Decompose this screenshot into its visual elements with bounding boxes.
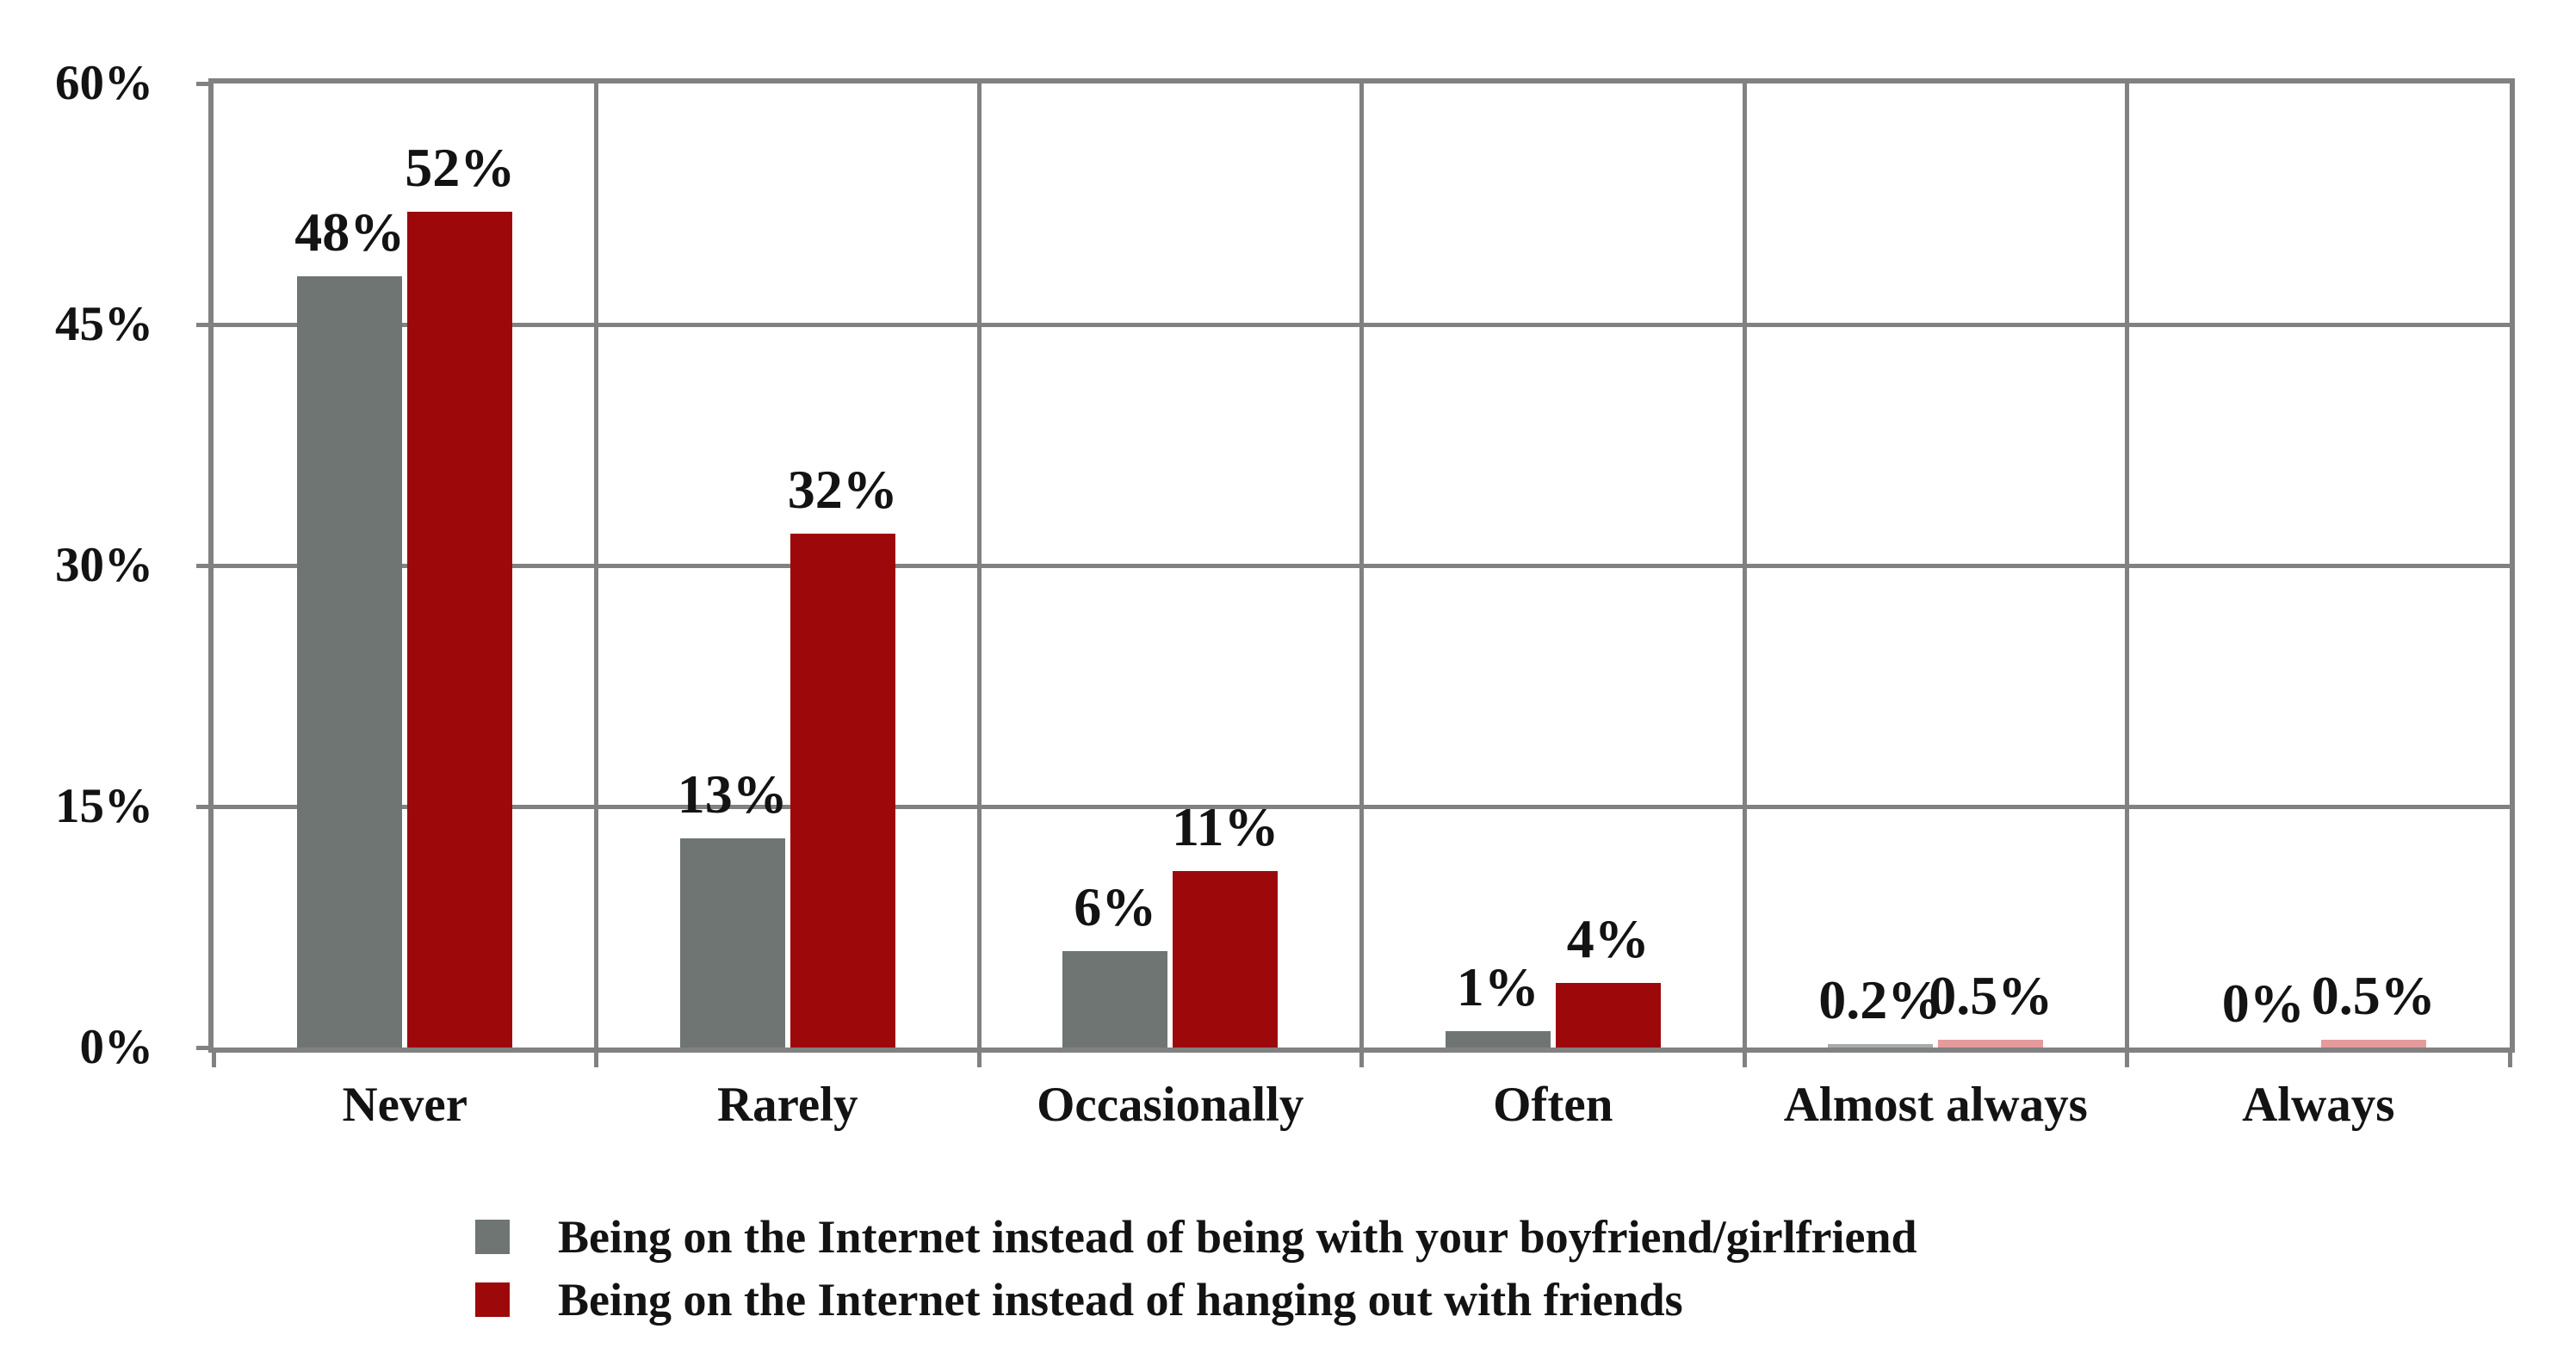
- bar-series-0-often: [1445, 1031, 1551, 1048]
- value-label: 1%: [1456, 956, 1539, 1018]
- y-tick-label: 60%: [55, 56, 153, 110]
- value-label: 0%: [2221, 973, 2305, 1034]
- value-label: 48%: [294, 201, 406, 263]
- y-tick-label: 45%: [55, 297, 153, 351]
- value-label: 0.5%: [2311, 964, 2436, 1026]
- y-axis-tick: [196, 1045, 208, 1050]
- x-axis-tick: [594, 1053, 598, 1067]
- x-axis-tick: [1742, 1053, 1747, 1067]
- y-axis-tick: [196, 81, 208, 86]
- x-axis-tick: [976, 1053, 981, 1067]
- x-axis-tick: [2125, 1053, 2129, 1067]
- y-tick-label: 30%: [55, 538, 153, 592]
- value-label: 0.2%: [1818, 969, 1943, 1030]
- x-category-label: Almost always: [1783, 1078, 2088, 1132]
- bar-series-1-almost-always: [1938, 1039, 2044, 1048]
- y-axis-tick: [196, 322, 208, 327]
- legend-label: Being on the Internet instead of being w…: [558, 1211, 1917, 1263]
- gridline-vertical: [594, 83, 598, 1048]
- x-category-label: Occasionally: [1037, 1078, 1304, 1132]
- bar-series-1-often: [1555, 983, 1661, 1048]
- x-category-label: Always: [2242, 1078, 2395, 1132]
- legend-label: Being on the Internet instead of hanging…: [558, 1274, 1683, 1326]
- x-axis-tick: [2507, 1053, 2512, 1067]
- bar-series-0-never: [297, 276, 403, 1048]
- x-axis-tick: [1359, 1053, 1364, 1067]
- value-label: 32%: [787, 458, 898, 520]
- gridline-vertical: [1359, 83, 1364, 1048]
- legend-swatch-red: [475, 1282, 510, 1317]
- y-tick-label: 15%: [55, 779, 153, 833]
- y-axis-tick: [196, 804, 208, 809]
- value-label: 4%: [1566, 908, 1650, 970]
- bar-series-0-occasionally: [1062, 951, 1168, 1048]
- value-label: 11%: [1172, 795, 1279, 857]
- x-axis-tick: [211, 1053, 216, 1067]
- bar-series-1-occasionally: [1173, 870, 1279, 1048]
- x-category-label: Often: [1493, 1078, 1613, 1132]
- bar-series-1-never: [407, 212, 513, 1048]
- value-label: 13%: [677, 763, 788, 825]
- y-axis-tick: [196, 563, 208, 568]
- bar-series-1-always: [2320, 1039, 2426, 1048]
- gridline-vertical: [1742, 83, 1747, 1048]
- x-category-label: Never: [342, 1078, 468, 1132]
- y-tick-label: 0%: [79, 1020, 154, 1074]
- gridline-vertical: [2125, 83, 2129, 1048]
- bar-series-0-almost-always: [1828, 1044, 1934, 1048]
- value-label: 52%: [405, 137, 516, 199]
- bar-series-1-rarely: [790, 533, 895, 1048]
- bar-series-0-rarely: [679, 838, 785, 1048]
- x-category-label: Rarely: [716, 1078, 858, 1132]
- plot-area: 48% 13% 6% 1% 0.2% 0% 52% 32% 11% 4% 0.5% 0.5%: [196, 78, 2515, 1067]
- value-label: 6%: [1074, 876, 1157, 937]
- value-label: 0.5%: [1929, 964, 2053, 1026]
- gridline-vertical: [976, 83, 981, 1048]
- legend-swatch-gray: [475, 1220, 510, 1254]
